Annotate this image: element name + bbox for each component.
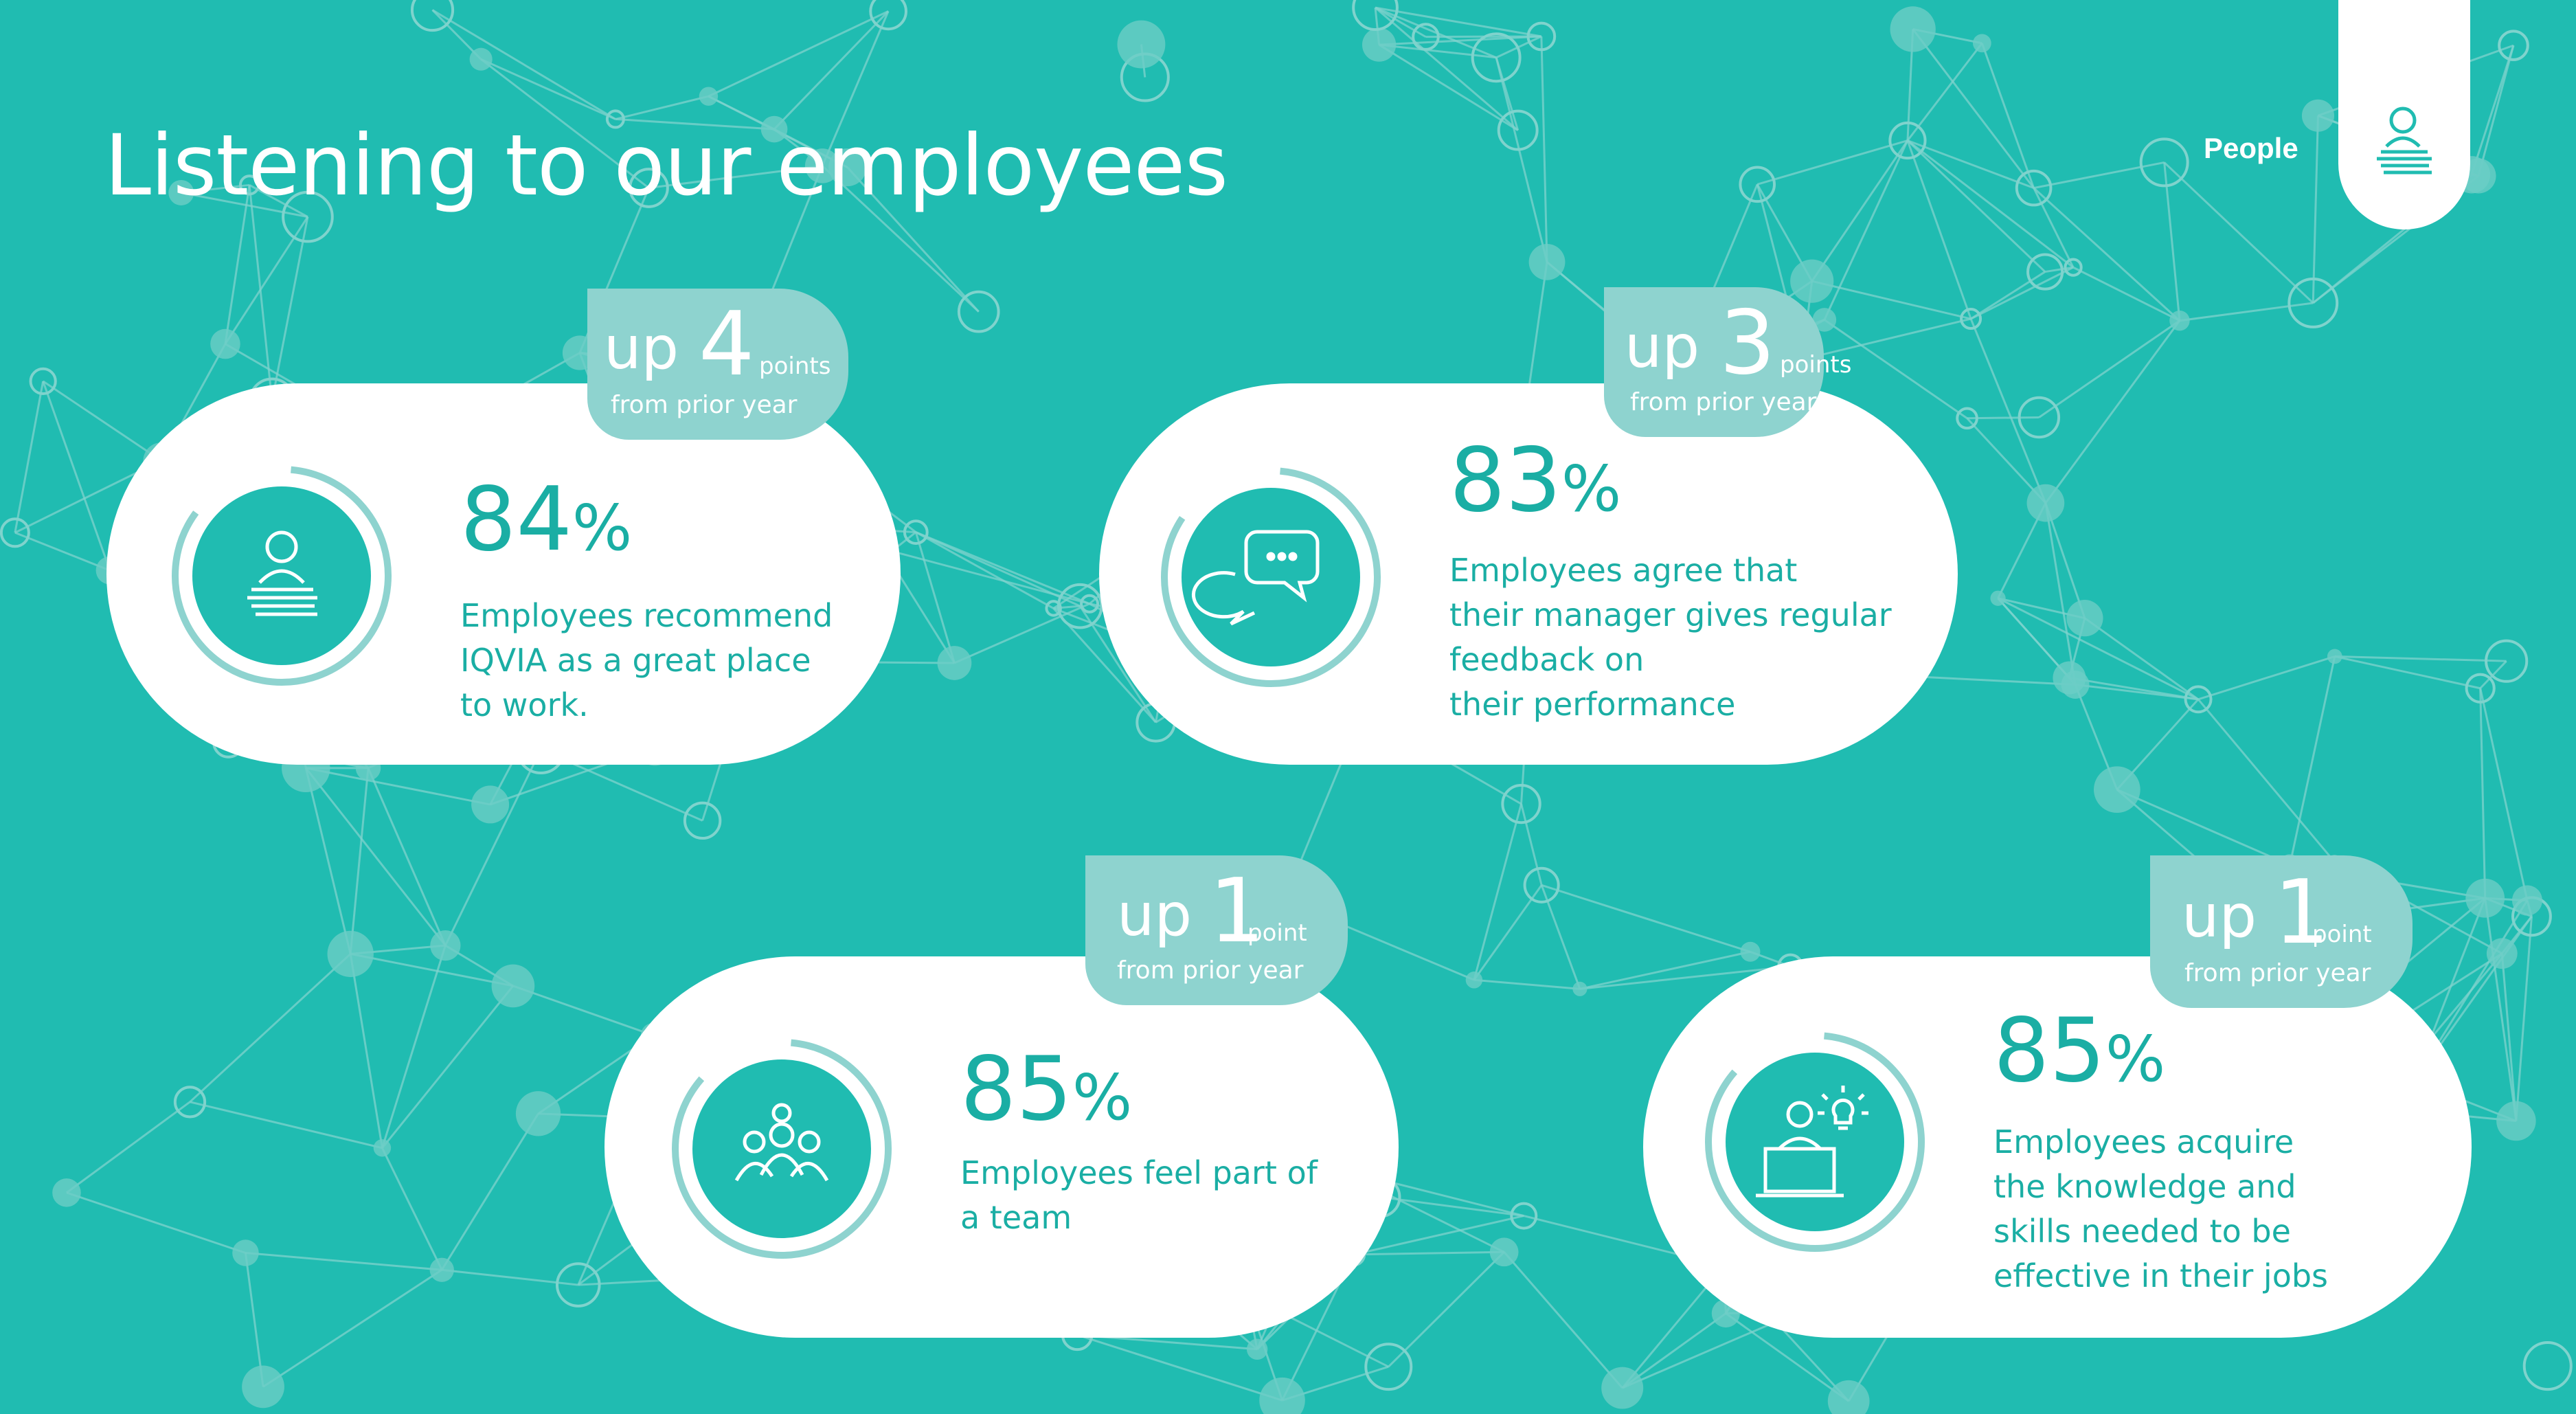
change-badge: up 4 points from prior year xyxy=(587,289,848,440)
percent-value: 84% xyxy=(460,469,633,571)
person-document-icon xyxy=(2377,106,2432,175)
section-tab-label: People xyxy=(2204,132,2298,164)
page-title: Listening to our employees xyxy=(104,117,1228,214)
change-badge: up 3 points from prior year xyxy=(1604,287,1851,437)
person-document-icon xyxy=(247,530,317,616)
stat-description: Employees acquire the knowledge and skil… xyxy=(1993,1123,2328,1294)
chat-bubbles-icon xyxy=(1191,530,1320,626)
stat-description: Employees recommend IQVIA as a great pla… xyxy=(460,597,833,723)
change-badge: up 1 point from prior year xyxy=(2150,855,2413,1008)
percent-value: 85% xyxy=(960,1038,1133,1141)
stat-card-team: 85% Employees feel part of a team xyxy=(605,956,1399,1338)
percent-value: 83% xyxy=(1449,429,1622,532)
progress-ring xyxy=(172,466,392,686)
progress-ring xyxy=(1705,1032,1925,1252)
section-tab[interactable] xyxy=(2338,0,2470,229)
person-laptop-idea-icon xyxy=(1756,1086,1868,1198)
stat-card-manager-feedback: 83% Employees agree that their manager g… xyxy=(1099,383,1958,765)
percent-value: 85% xyxy=(1993,1000,2166,1102)
stat-card-knowledge-skills: 85% Employees acquire the knowledge and … xyxy=(1643,956,2472,1338)
change-badge: up 1 point from prior year xyxy=(1085,855,1348,1005)
stat-card-recommend: 84% Employees recommend IQVIA as a great… xyxy=(106,383,901,765)
progress-ring xyxy=(672,1039,892,1259)
progress-ring xyxy=(1161,467,1381,687)
stat-description: Employees agree that their manager gives… xyxy=(1449,552,1892,723)
stat-description: Employees feel part of a team xyxy=(960,1154,1318,1236)
team-icon xyxy=(734,1103,829,1182)
